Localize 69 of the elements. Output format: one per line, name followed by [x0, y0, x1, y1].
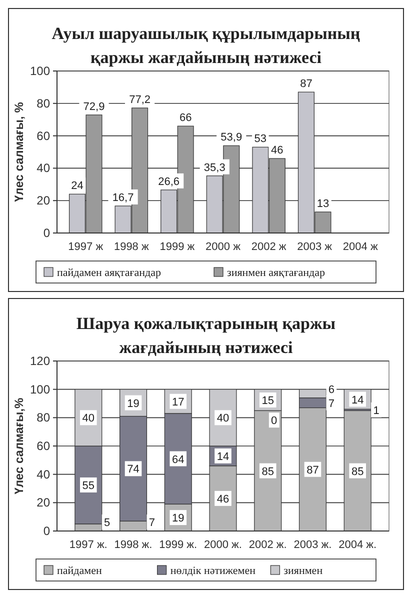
data-label: 53	[254, 133, 267, 146]
x-tick-label: 2002 ж.	[248, 539, 287, 551]
data-label: 85	[351, 466, 364, 478]
legend-label: нөлдік нәтижемен	[170, 565, 256, 577]
y-tick-label: 60	[36, 439, 50, 453]
y-tick-label: 120	[30, 354, 50, 368]
data-label: 46	[271, 144, 284, 156]
legend-label: зиянмен	[284, 565, 323, 577]
legend-label: пайдамен аяқтағандар	[57, 267, 162, 279]
x-tick-label: 2002 ж	[251, 241, 287, 253]
x-tick-label: 1997 ж.	[69, 539, 108, 551]
x-tick-label: 2004 ж.	[338, 539, 377, 551]
y-tick-label: 20	[36, 194, 50, 208]
data-label: 85	[262, 466, 274, 478]
y-axis-title: Үлес салмағы,%	[12, 397, 26, 494]
y-tick-label: 100	[30, 64, 50, 78]
data-label: 14	[351, 394, 364, 406]
data-label: 13	[316, 198, 330, 210]
data-label: 55	[82, 480, 95, 492]
data-label: 64	[172, 454, 184, 466]
y-tick-label: 80	[36, 96, 50, 110]
data-label: 74	[127, 464, 140, 476]
y-tick-label: 100	[30, 382, 50, 396]
data-label: 0	[271, 415, 278, 428]
x-tick-label: 1999 ж.	[159, 539, 198, 551]
x-tick-label: 1997 ж	[68, 241, 104, 253]
data-label: 7	[148, 517, 155, 529]
data-label: 77,2	[129, 94, 150, 106]
data-label: 40	[216, 412, 230, 425]
data-label: 87	[300, 78, 312, 90]
x-tick-label: 1999 ж	[160, 241, 196, 253]
data-label: 87	[306, 464, 319, 476]
data-label: 46	[216, 493, 230, 506]
legend-label: зиянмен аяқтағандар	[227, 267, 326, 279]
data-label: 17	[172, 396, 184, 408]
data-label: 6	[328, 384, 334, 396]
data-label: 7	[328, 398, 334, 410]
chart-title: Ауыл шаруашылық құрылымдарының қаржы жағдайының нәтижесі	[52, 24, 360, 67]
data-label: 40	[82, 412, 95, 425]
data-label: 19	[172, 512, 184, 525]
y-tick-label: 20	[36, 496, 50, 510]
x-tick-label: 1998 ж.	[114, 539, 152, 551]
data-label: 35,3	[204, 162, 226, 174]
y-tick-label: 40	[36, 467, 50, 482]
x-tick-label: 1998 ж	[114, 241, 150, 253]
data-label: 14	[216, 450, 230, 463]
data-label: 53,9	[220, 132, 242, 144]
y-axis-title: Үлес салмағы, %	[12, 102, 26, 202]
x-tick-label: 2003 ж	[297, 241, 333, 253]
legend-label: пайдамен	[57, 565, 102, 577]
data-label: 24	[71, 180, 84, 192]
y-tick-label: 80	[36, 410, 50, 425]
data-label: 5	[104, 517, 110, 529]
chart-title: Шаруа қожалықтарының қаржы жағдайының нәтижесі	[76, 314, 336, 357]
data-label: 66	[179, 112, 192, 124]
y-tick-label: 0	[43, 524, 50, 538]
data-label: 19	[127, 398, 140, 410]
data-label: 72,9	[83, 100, 105, 113]
y-tick-label: 60	[36, 128, 50, 143]
y-tick-label: 0	[43, 226, 50, 240]
y-tick-label: 40	[36, 161, 50, 176]
x-tick-label: 2000 ж.	[204, 539, 242, 551]
data-label: 26,6	[158, 176, 180, 188]
x-tick-label: 2004 ж	[342, 241, 378, 253]
data-label: 15	[262, 394, 274, 407]
x-tick-label: 2000 ж	[206, 241, 242, 253]
data-label: 1	[373, 404, 380, 417]
data-label: 16,7	[112, 192, 134, 204]
x-tick-label: 2003 ж.	[294, 539, 332, 551]
